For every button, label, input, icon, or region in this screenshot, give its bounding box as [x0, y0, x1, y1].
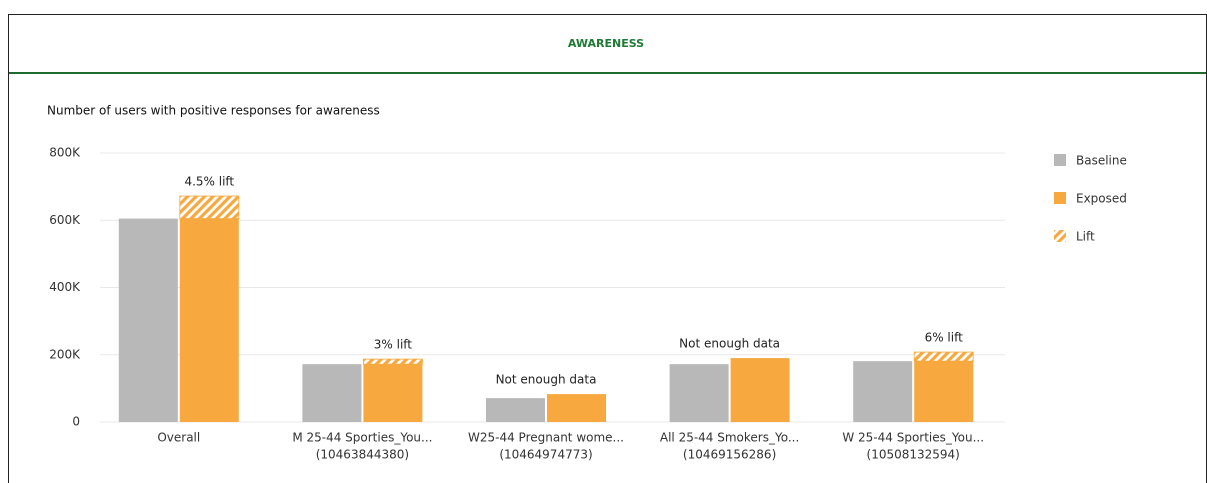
bar: [853, 361, 913, 422]
x-tick-sublabel: (10464974773): [499, 448, 592, 462]
legend-swatch: [1054, 154, 1066, 166]
bar: [118, 218, 178, 422]
bar: [914, 361, 974, 422]
x-tick-label: All 25-44 Smokers_Yo...: [660, 431, 799, 445]
chart-subtitle: Number of users with positive responses …: [47, 104, 380, 118]
bar: [669, 364, 729, 422]
annotation: 6% lift: [925, 331, 964, 345]
x-tick-sublabel: (10508132594): [867, 448, 960, 462]
x-tick-label: W 25-44 Sporties_You...: [842, 431, 984, 445]
bar: [547, 394, 606, 422]
y-tick-label: 200K: [49, 347, 81, 361]
bar: [179, 218, 239, 422]
x-tick-label: W25-44 Pregnant wome...: [468, 431, 624, 445]
header-rule: [9, 72, 1206, 74]
y-tick-label: 800K: [49, 146, 81, 160]
bar: [486, 398, 545, 422]
chart-title: AWARENESS: [568, 37, 644, 50]
legend-label: Baseline: [1076, 154, 1127, 168]
legend-label: Exposed: [1076, 192, 1127, 206]
y-tick-label: 600K: [49, 213, 81, 227]
y-tick-label: 400K: [49, 280, 81, 294]
bar: [302, 364, 362, 422]
y-tick-label: 0: [72, 415, 80, 429]
legend-swatch: [1054, 192, 1066, 204]
annotation: 4.5% lift: [184, 175, 234, 189]
legend-swatch: [1054, 230, 1066, 242]
legend-label: Lift: [1076, 230, 1095, 244]
bar-segment: [179, 195, 240, 219]
annotation: Not enough data: [496, 373, 597, 387]
x-tick-label: Overall: [157, 431, 200, 445]
bar-segment: [913, 351, 974, 362]
x-tick-sublabel: (10463844380): [316, 448, 409, 462]
bar: [730, 358, 790, 422]
x-tick-sublabel: (10469156286): [683, 448, 776, 462]
x-tick-label: M 25-44 Sporties_You...: [292, 431, 432, 445]
annotation: Not enough data: [679, 337, 780, 351]
annotation: 3% lift: [374, 338, 413, 352]
bar: [363, 364, 423, 422]
bar-segment: [362, 358, 423, 365]
